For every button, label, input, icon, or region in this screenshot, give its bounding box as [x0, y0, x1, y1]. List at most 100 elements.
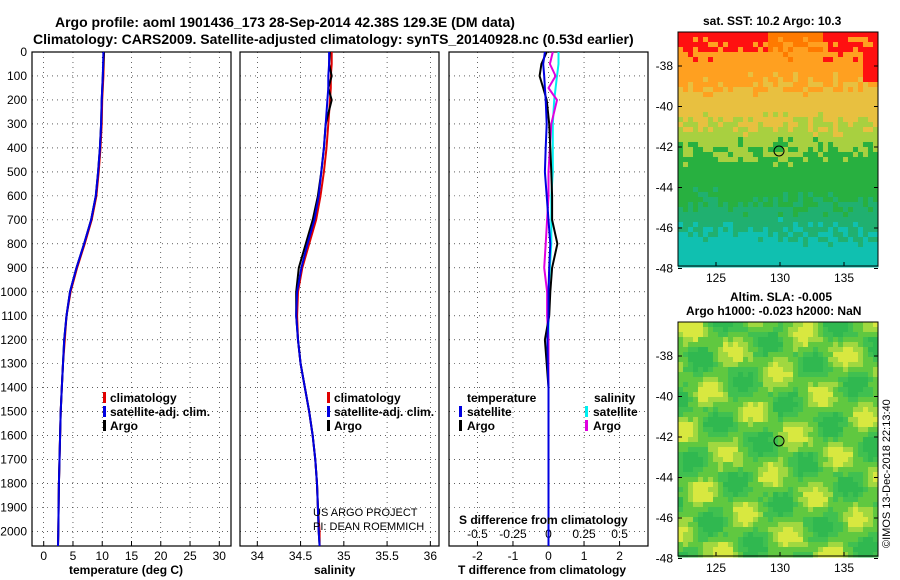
sst-map-cell [848, 262, 854, 268]
sst-map-cell [763, 82, 769, 88]
sla-map-cell [718, 392, 724, 398]
sst-map-cell [813, 87, 819, 93]
sla-map-cell [693, 442, 699, 448]
sla-map-cell [788, 502, 794, 508]
sst-map-cell [848, 197, 854, 203]
sla-map-cell [868, 327, 874, 333]
sla-map-cell [828, 367, 834, 373]
sla-map-cell [863, 452, 869, 458]
sst-map-cell [758, 37, 764, 43]
sst-map-cell [773, 72, 779, 78]
sst-map-cell [758, 247, 764, 253]
sla-map-cell [698, 507, 704, 513]
sst-map-cell [693, 102, 699, 108]
sla-map-cell [798, 372, 804, 378]
sla-map-cell [848, 492, 854, 498]
sst-map-cell [678, 77, 684, 83]
sst-map-cell [858, 122, 864, 128]
sst-map-cell [873, 117, 879, 123]
sla-map-cell [738, 337, 744, 343]
sla-map-cell [823, 337, 829, 343]
sla-map-cell [728, 482, 734, 488]
sst-map-cell [703, 262, 709, 268]
sst-map-cell [868, 212, 874, 218]
sla-map-cell [758, 447, 764, 453]
temperature-tick-label: 15 [125, 549, 139, 563]
sst-map-cell [763, 102, 769, 108]
sst-map-cell [738, 207, 744, 213]
sla-map-cell [813, 437, 819, 443]
sst-map-cell [773, 57, 779, 63]
sst-map-cell [848, 47, 854, 53]
sla-map-cell [863, 417, 869, 423]
sla-map-cell [788, 452, 794, 458]
sst-map-cell [713, 122, 719, 128]
sla-map-cell [778, 547, 784, 553]
sst-map-cell [718, 257, 724, 263]
sla-map-cell [728, 342, 734, 348]
sla-map-cell [783, 342, 789, 348]
sla-map-cell [778, 442, 784, 448]
sst-map-cell [778, 102, 784, 108]
sst-map-cell [863, 252, 869, 258]
sst-map-cell [793, 207, 799, 213]
sla-map-cell [868, 352, 874, 358]
sla-map-cell [873, 357, 879, 363]
sla-map-cell [738, 362, 744, 368]
sst-map-cell [853, 107, 859, 113]
sla-map-cell [768, 337, 774, 343]
sst-map-cell [843, 142, 849, 148]
sla-map-cell [863, 402, 869, 408]
sst-map-cell [683, 142, 689, 148]
sst-map-cell [693, 152, 699, 158]
sla-map-cell [873, 467, 879, 473]
sla-map-cell [793, 452, 799, 458]
sst-map-cell [678, 107, 684, 113]
sst-map-cell [783, 107, 789, 113]
sla-map-cell [793, 437, 799, 443]
sst-map-cell [873, 232, 879, 238]
sst-map-cell [818, 157, 824, 163]
sla-map-cell [768, 497, 774, 503]
sst-map-cell [833, 192, 839, 198]
sst-map-cell [688, 77, 694, 83]
sst-map-cell [808, 207, 814, 213]
sst-map-cell [743, 57, 749, 63]
map-lon-label: 130 [770, 271, 790, 285]
sst-map-cell [708, 52, 714, 58]
sst-map-cell [698, 212, 704, 218]
sst-map-cell [678, 207, 684, 213]
sla-map-cell [818, 477, 824, 483]
sst-map-cell [793, 77, 799, 83]
sst-map-cell [723, 112, 729, 118]
sst-map-cell [758, 207, 764, 213]
sla-map-cell [723, 512, 729, 518]
sst-map-cell [718, 157, 724, 163]
sla-map-cell [703, 447, 709, 453]
sla-map-cell [738, 427, 744, 433]
sla-map-cell [868, 462, 874, 468]
sst-map-cell [773, 242, 779, 248]
sst-map-cell [813, 147, 819, 153]
sla-map-cell [833, 352, 839, 358]
sst-map-cell [688, 117, 694, 123]
sla-map-cell [833, 532, 839, 538]
sst-map-cell [818, 112, 824, 118]
sst-map-cell [838, 182, 844, 188]
sla-map-cell [773, 407, 779, 413]
sst-map-cell [718, 172, 724, 178]
sst-map-cell [813, 227, 819, 233]
sla-map-cell [698, 477, 704, 483]
sla-map-cell [688, 547, 694, 553]
sst-map-cell [713, 132, 719, 138]
sst-map-cell [863, 137, 869, 143]
sla-map-cell [793, 377, 799, 383]
sla-map-cell [873, 337, 879, 343]
sst-map-cell [728, 187, 734, 193]
sla-map-cell [738, 392, 744, 398]
sla-map-cell [863, 447, 869, 453]
sst-map-cell [678, 192, 684, 198]
sst-map-cell [798, 227, 804, 233]
sst-map-cell [778, 132, 784, 138]
sla-map-cell [748, 362, 754, 368]
